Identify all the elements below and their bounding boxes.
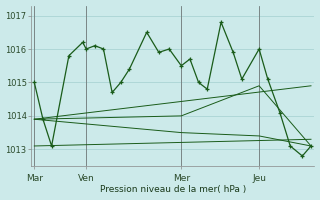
- X-axis label: Pression niveau de la mer( hPa ): Pression niveau de la mer( hPa ): [100, 185, 246, 194]
